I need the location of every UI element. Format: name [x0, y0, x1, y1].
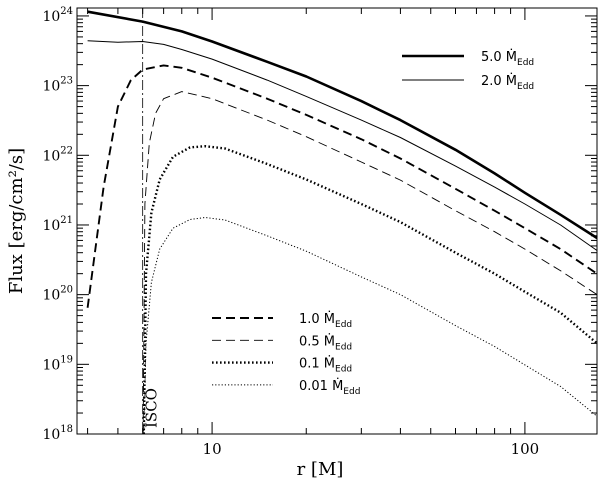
- series-line-2.0: [87, 40, 598, 251]
- y-tick-label: 1019: [42, 354, 73, 373]
- legend: 5.0 ṀEdd 2.0 ṀEdd 1.0 ṀEdd 0.5 ṀEdd 0.1 ṀEdd…: [212, 49, 534, 397]
- y-axis-label: Flux [erg/cm²/s]: [6, 148, 27, 294]
- y-tick-label: 1021: [42, 215, 73, 234]
- y-tick-label: 1024: [42, 6, 73, 25]
- plot-frame: [76, 7, 598, 435]
- series-line-0.01: [143, 217, 598, 435]
- x-tick-label: 100: [511, 440, 540, 458]
- y-tick-label: 1022: [42, 145, 73, 164]
- x-axis-label: r [M]: [297, 459, 344, 480]
- legend-label-0.5: 0.5 ṀEdd: [299, 333, 352, 352]
- y-tick-label: 1023: [42, 76, 73, 95]
- series-line-0.1: [142, 144, 598, 435]
- y-tick-label: 1020: [42, 285, 73, 304]
- legend-label-0.1: 0.1 ṀEdd: [299, 356, 352, 375]
- legend-label-0.01: 0.01 ṀEdd: [299, 378, 360, 397]
- legend-label-1.0: 1.0 ṀEdd: [299, 311, 352, 330]
- series-layer: [86, 10, 598, 435]
- series-line-5.0: [87, 10, 598, 240]
- series-line-1.0: [86, 64, 598, 308]
- isco-marker: ISCO: [142, 8, 161, 434]
- isco-label: ISCO: [143, 388, 161, 428]
- x-tick-label: 10: [203, 440, 222, 458]
- series-line-0.5: [142, 91, 598, 435]
- y-tick-label: 1018: [42, 424, 73, 443]
- axis-ticks: 10 100 1018 1019 1020 1021 1022 1023 1024: [42, 6, 597, 458]
- legend-label-5.0: 5.0 ṀEdd: [481, 49, 534, 68]
- legend-label-2.0: 2.0 ṀEdd: [481, 73, 534, 92]
